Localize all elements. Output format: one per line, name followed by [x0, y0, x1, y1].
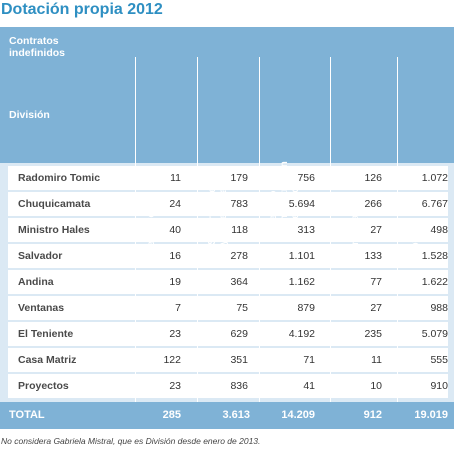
col-temporales-header: Temporales — [350, 47, 362, 256]
cell-total: 910 — [430, 380, 448, 392]
table-row: Ventanas 7 75 879 27 988 — [8, 296, 448, 320]
table-header: Contratos indefinidos División Ejecutivo… — [0, 27, 454, 256]
cell-temporales: 10 — [370, 380, 382, 392]
cell-total: 555 — [430, 354, 448, 366]
table-row: Chuquicamata 24 783 5.694 266 6.767 — [8, 192, 448, 216]
total-temporales: 912 — [363, 409, 382, 421]
table-row: Andina 19 364 1.162 77 1.622 — [8, 270, 448, 294]
cell-temporales: 266 — [364, 198, 382, 210]
cell-total: 1.622 — [421, 276, 448, 288]
total-label: TOTAL — [9, 409, 45, 421]
cell-temporales: 27 — [370, 224, 382, 236]
cell-supervisores: 278 — [230, 250, 248, 262]
cell-operacion: 1.101 — [288, 250, 315, 262]
cell-supervisores: 629 — [230, 328, 248, 340]
cell-temporales: 11 — [371, 354, 382, 366]
cell-temporales: 235 — [364, 328, 382, 340]
cell-total: 1.528 — [421, 250, 448, 262]
division-name: Ministro Hales — [18, 224, 90, 236]
cell-ejecutivos: 16 — [169, 250, 181, 262]
cell-ejecutivos: 11 — [170, 172, 181, 184]
col-ejecutivos-header: Ejecutivos — [146, 47, 158, 256]
cell-operacion: 1.162 — [288, 276, 315, 288]
cell-temporales: 27 — [370, 302, 382, 314]
cell-supervisores: 179 — [230, 172, 248, 184]
cell-supervisores: 75 — [236, 302, 248, 314]
cell-operacion: 4.192 — [288, 328, 315, 340]
cell-total: 6.767 — [421, 198, 448, 210]
cell-operacion: 71 — [303, 354, 315, 366]
table-title: Dotación propia 2012 — [1, 1, 163, 18]
total-supervisores: 3.613 — [222, 409, 250, 421]
group-label-line2: indefinidos — [9, 47, 65, 59]
total-ejecutivos: 285 — [162, 409, 181, 421]
cell-total: 5.079 — [421, 328, 448, 340]
cell-ejecutivos: 23 — [169, 380, 181, 392]
cell-operacion: 313 — [297, 224, 315, 236]
cell-total: 498 — [430, 224, 448, 236]
division-name: Radomiro Tomic — [18, 172, 101, 184]
cell-total: 1.072 — [421, 172, 448, 184]
table-row: Proyectos 23 836 41 10 910 — [8, 374, 448, 398]
cell-ejecutivos: 23 — [169, 328, 181, 340]
division-name: Andina — [18, 276, 54, 288]
cell-ejecutivos: 19 — [169, 276, 181, 288]
footnote: No considera Gabriela Mistral, que es Di… — [1, 436, 261, 446]
table-row: Ministro Hales 40 118 313 27 498 — [8, 218, 448, 242]
division-name: Ventanas — [18, 302, 65, 314]
cell-total: 988 — [430, 302, 448, 314]
group-label-line1: Contratos — [9, 35, 59, 47]
table-row: Salvador 16 278 1.101 133 1.528 — [8, 244, 448, 268]
cell-operacion: 879 — [297, 302, 315, 314]
total-operacion: 14.209 — [281, 409, 315, 421]
total-total: 19.019 — [414, 409, 448, 421]
division-name: Proyectos — [18, 380, 69, 392]
cell-supervisores: 351 — [230, 354, 248, 366]
col-operacion-header: Operación,Administracióny Servicios — [268, 47, 301, 234]
col-supervisores-header: SupervisoresyProfesionales — [207, 47, 229, 245]
division-name: Casa Matriz — [18, 354, 77, 366]
cell-operacion: 5.694 — [288, 198, 315, 210]
cell-ejecutivos: 122 — [163, 354, 181, 366]
cell-temporales: 126 — [364, 172, 382, 184]
staffing-table: Contratos indefinidos División Ejecutivo… — [0, 27, 454, 429]
division-column-header: División — [9, 109, 50, 121]
col-total-header: TOTAL — [411, 47, 423, 256]
cell-operacion: 756 — [297, 172, 315, 184]
cell-temporales: 133 — [364, 250, 382, 262]
table-row: El Teniente 23 629 4.192 235 5.079 — [8, 322, 448, 346]
cell-ejecutivos: 24 — [169, 198, 181, 210]
table-row: Radomiro Tomic 11 179 756 126 1.072 — [8, 166, 448, 190]
division-name: Salvador — [18, 250, 63, 262]
division-name: Chuquicamata — [18, 198, 91, 210]
cell-supervisores: 836 — [230, 380, 248, 392]
total-row: TOTAL 285 3.613 14.209 912 19.019 — [0, 402, 454, 429]
cell-ejecutivos: 7 — [175, 302, 181, 314]
cell-operacion: 41 — [303, 380, 315, 392]
table-row: Casa Matriz 122 351 71 11 555 — [8, 348, 448, 372]
cell-temporales: 77 — [370, 276, 382, 288]
division-name: El Teniente — [18, 328, 74, 340]
cell-ejecutivos: 40 — [169, 224, 181, 236]
cell-supervisores: 364 — [230, 276, 248, 288]
cell-supervisores: 118 — [231, 224, 248, 236]
cell-supervisores: 783 — [230, 198, 248, 210]
